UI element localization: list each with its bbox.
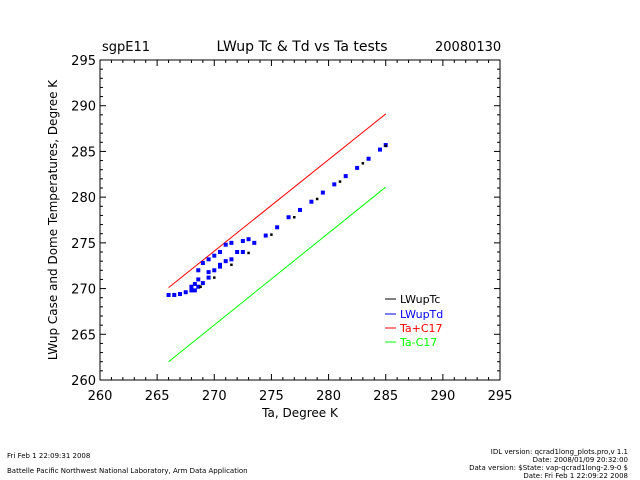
y-tick-label: 295 bbox=[71, 54, 96, 69]
legend-label-td: LWupTd bbox=[400, 308, 443, 321]
y-tick-label: 270 bbox=[71, 283, 96, 298]
point-lwuptd bbox=[196, 268, 201, 273]
x-tick-label: 295 bbox=[488, 389, 513, 404]
point-lwuptd bbox=[223, 259, 228, 264]
point-lwuptd bbox=[378, 147, 382, 152]
legend-label-upper: Ta+C17 bbox=[399, 322, 443, 335]
point-lwuptd bbox=[189, 284, 194, 289]
y-tick-label: 260 bbox=[71, 374, 96, 389]
x-axis-label: Ta, Degree K bbox=[261, 406, 339, 420]
series-line-ta-c17 bbox=[168, 186, 387, 363]
legend-label-lower: Ta-C17 bbox=[399, 336, 437, 349]
series-line-ta-c17 bbox=[168, 113, 387, 289]
point-lwuptd bbox=[206, 275, 211, 280]
point-lwuptd bbox=[196, 277, 201, 282]
point-lwuptd bbox=[235, 250, 240, 254]
point-lwuptd bbox=[286, 215, 291, 220]
point-lwuptd bbox=[240, 250, 245, 254]
point-lwuptd bbox=[192, 288, 197, 293]
plot-frame bbox=[99, 59, 501, 381]
footer-left-line1: Fri Feb 1 22:09:31 2008 bbox=[7, 452, 91, 460]
point-lwuptc bbox=[270, 233, 273, 236]
point-lwuptd bbox=[332, 182, 337, 187]
footer-right-line2: Date: 2008/01/09 20:32:00 bbox=[532, 456, 628, 464]
x-tick-label: 280 bbox=[316, 389, 341, 404]
legend: LWupTc LWupTd Ta+C17 Ta-C17 bbox=[385, 293, 443, 349]
y-tick-label: 265 bbox=[71, 328, 96, 343]
point-lwuptd bbox=[200, 281, 205, 286]
point-lwuptd bbox=[196, 284, 201, 289]
x-tick-label: 260 bbox=[88, 389, 113, 404]
point-lwuptd bbox=[229, 240, 234, 245]
point-lwuptd bbox=[263, 233, 268, 238]
date-label: 20080130 bbox=[435, 40, 501, 55]
footer-left: Fri Feb 1 22:09:31 2008 Battelle Pacific… bbox=[7, 452, 248, 475]
x-tick-label: 290 bbox=[430, 389, 455, 404]
legend-label-tc: LWupTc bbox=[400, 293, 440, 306]
point-lwuptd bbox=[218, 264, 222, 269]
point-lwuptc bbox=[361, 162, 365, 165]
point-lwuptc bbox=[213, 276, 216, 279]
point-lwuptd bbox=[192, 282, 197, 286]
x-tick-label: 270 bbox=[202, 389, 227, 404]
point-lwuptd bbox=[246, 237, 251, 242]
point-lwuptd bbox=[178, 292, 182, 297]
y-tick-label: 285 bbox=[71, 145, 96, 160]
footer-right: IDL version: qcrad1long_plots.pro,v 1.1 … bbox=[469, 448, 628, 480]
point-lwuptc bbox=[338, 180, 342, 183]
footer-left-line2: Battelle Pacific Northwest National Labo… bbox=[7, 467, 248, 475]
point-lwuptd bbox=[275, 225, 280, 230]
x-tick-label: 265 bbox=[145, 389, 170, 404]
y-axis: 260 265 270 275 280 285 290 295 bbox=[71, 54, 500, 389]
point-lwuptd bbox=[206, 257, 211, 262]
series-layer bbox=[166, 113, 388, 363]
point-lwuptd bbox=[172, 292, 177, 297]
point-lwuptd bbox=[218, 250, 222, 254]
point-lwuptd bbox=[212, 268, 217, 273]
point-lwuptd bbox=[189, 288, 194, 293]
point-lwuptd bbox=[212, 253, 217, 258]
footer-right-line3: Data version: $State: vap-qcrad1long-2.9… bbox=[469, 464, 628, 472]
x-tick-label: 285 bbox=[373, 389, 398, 404]
x-axis: 260 265 270 275 280 285 290 295 bbox=[88, 60, 513, 404]
y-tick-label: 280 bbox=[71, 191, 96, 206]
point-lwuptd bbox=[229, 257, 234, 262]
chart-title: LWup Tc & Td vs Ta tests bbox=[216, 39, 387, 55]
y-tick-label: 275 bbox=[71, 237, 96, 252]
point-lwuptc bbox=[293, 216, 296, 219]
point-lwuptd bbox=[343, 174, 348, 179]
point-lwuptc bbox=[247, 251, 250, 255]
site-label: sgpE11 bbox=[102, 40, 150, 55]
footer-right-line1: IDL version: qcrad1long_plots.pro,v 1.1 bbox=[490, 448, 628, 456]
point-lwuptc bbox=[199, 285, 202, 288]
point-lwuptc bbox=[384, 144, 387, 148]
footer-right-line4: Date: Fri Feb 1 22:09:22 2008 bbox=[523, 472, 628, 480]
point-lwuptd bbox=[200, 260, 205, 265]
point-lwuptd bbox=[166, 292, 171, 297]
point-lwuptd bbox=[223, 242, 228, 247]
point-lwuptd bbox=[355, 165, 360, 170]
point-lwuptd bbox=[206, 270, 211, 275]
point-lwuptd bbox=[309, 199, 314, 204]
point-lwuptd bbox=[240, 239, 245, 244]
point-lwuptc bbox=[230, 263, 233, 267]
x-tick-label: 275 bbox=[259, 389, 284, 404]
point-lwuptd bbox=[298, 207, 302, 212]
point-lwuptd bbox=[183, 290, 188, 295]
point-lwuptd bbox=[252, 240, 257, 245]
y-axis-label: LWup Case and Dome Temperatures, Degree … bbox=[46, 79, 60, 360]
point-lwuptc bbox=[315, 197, 319, 201]
point-lwuptd bbox=[320, 190, 325, 195]
y-tick-label: 290 bbox=[71, 100, 96, 115]
point-lwuptd bbox=[366, 156, 371, 161]
